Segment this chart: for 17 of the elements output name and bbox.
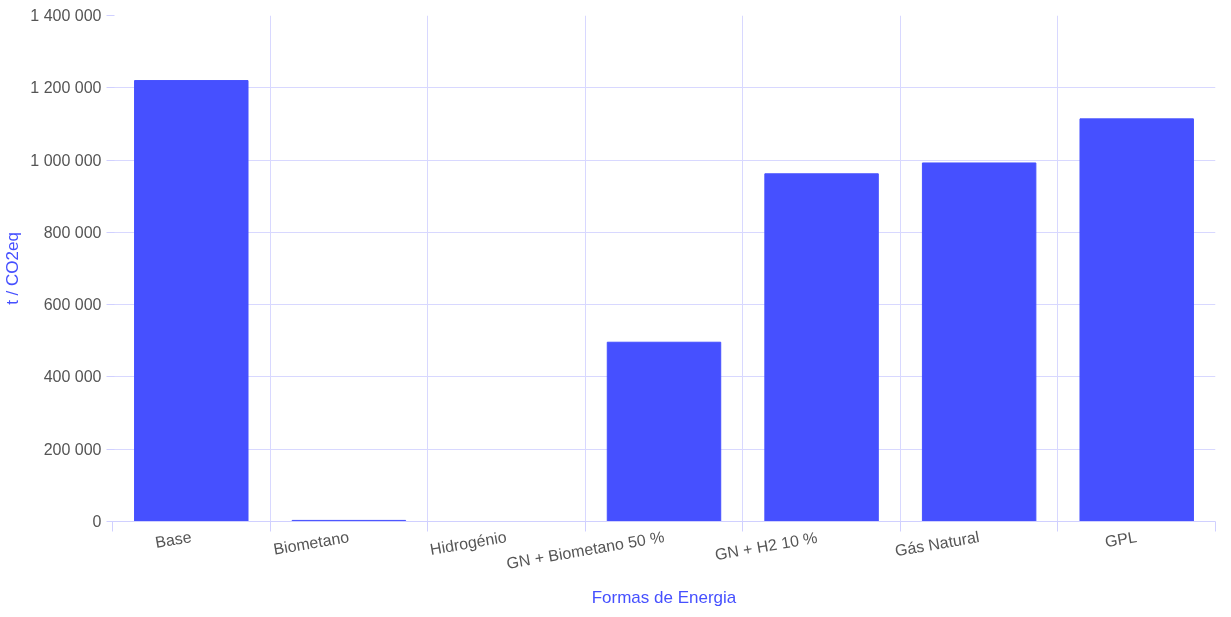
y-tick-label: 200 000 <box>43 440 102 458</box>
x-tick-label: Biometano <box>272 528 351 558</box>
y-tick-label: 800 000 <box>43 223 102 241</box>
x-tick-label: GPL <box>1103 528 1139 551</box>
x-tick-label: Hidrogénio <box>428 528 508 558</box>
y-tick-label: 1 200 000 <box>30 79 102 97</box>
y-axis-title: t / CO2eq <box>3 232 23 305</box>
y-tick-label: 1 400 000 <box>30 7 102 24</box>
y-tick-label: 600 000 <box>43 296 102 314</box>
y-tick-label: 400 000 <box>43 368 102 386</box>
y-tick-label: 0 <box>92 513 102 530</box>
x-tick-label: GN + Biometano 50 % <box>505 528 666 572</box>
x-tick-label: Gás Natural <box>893 528 981 560</box>
x-tick-label: GN + H2 10 % <box>713 528 819 564</box>
x-axis-title: Formas de Energia <box>591 588 737 608</box>
x-tick-label: Base <box>153 528 193 552</box>
y-tick-label: 1 000 000 <box>30 151 102 169</box>
